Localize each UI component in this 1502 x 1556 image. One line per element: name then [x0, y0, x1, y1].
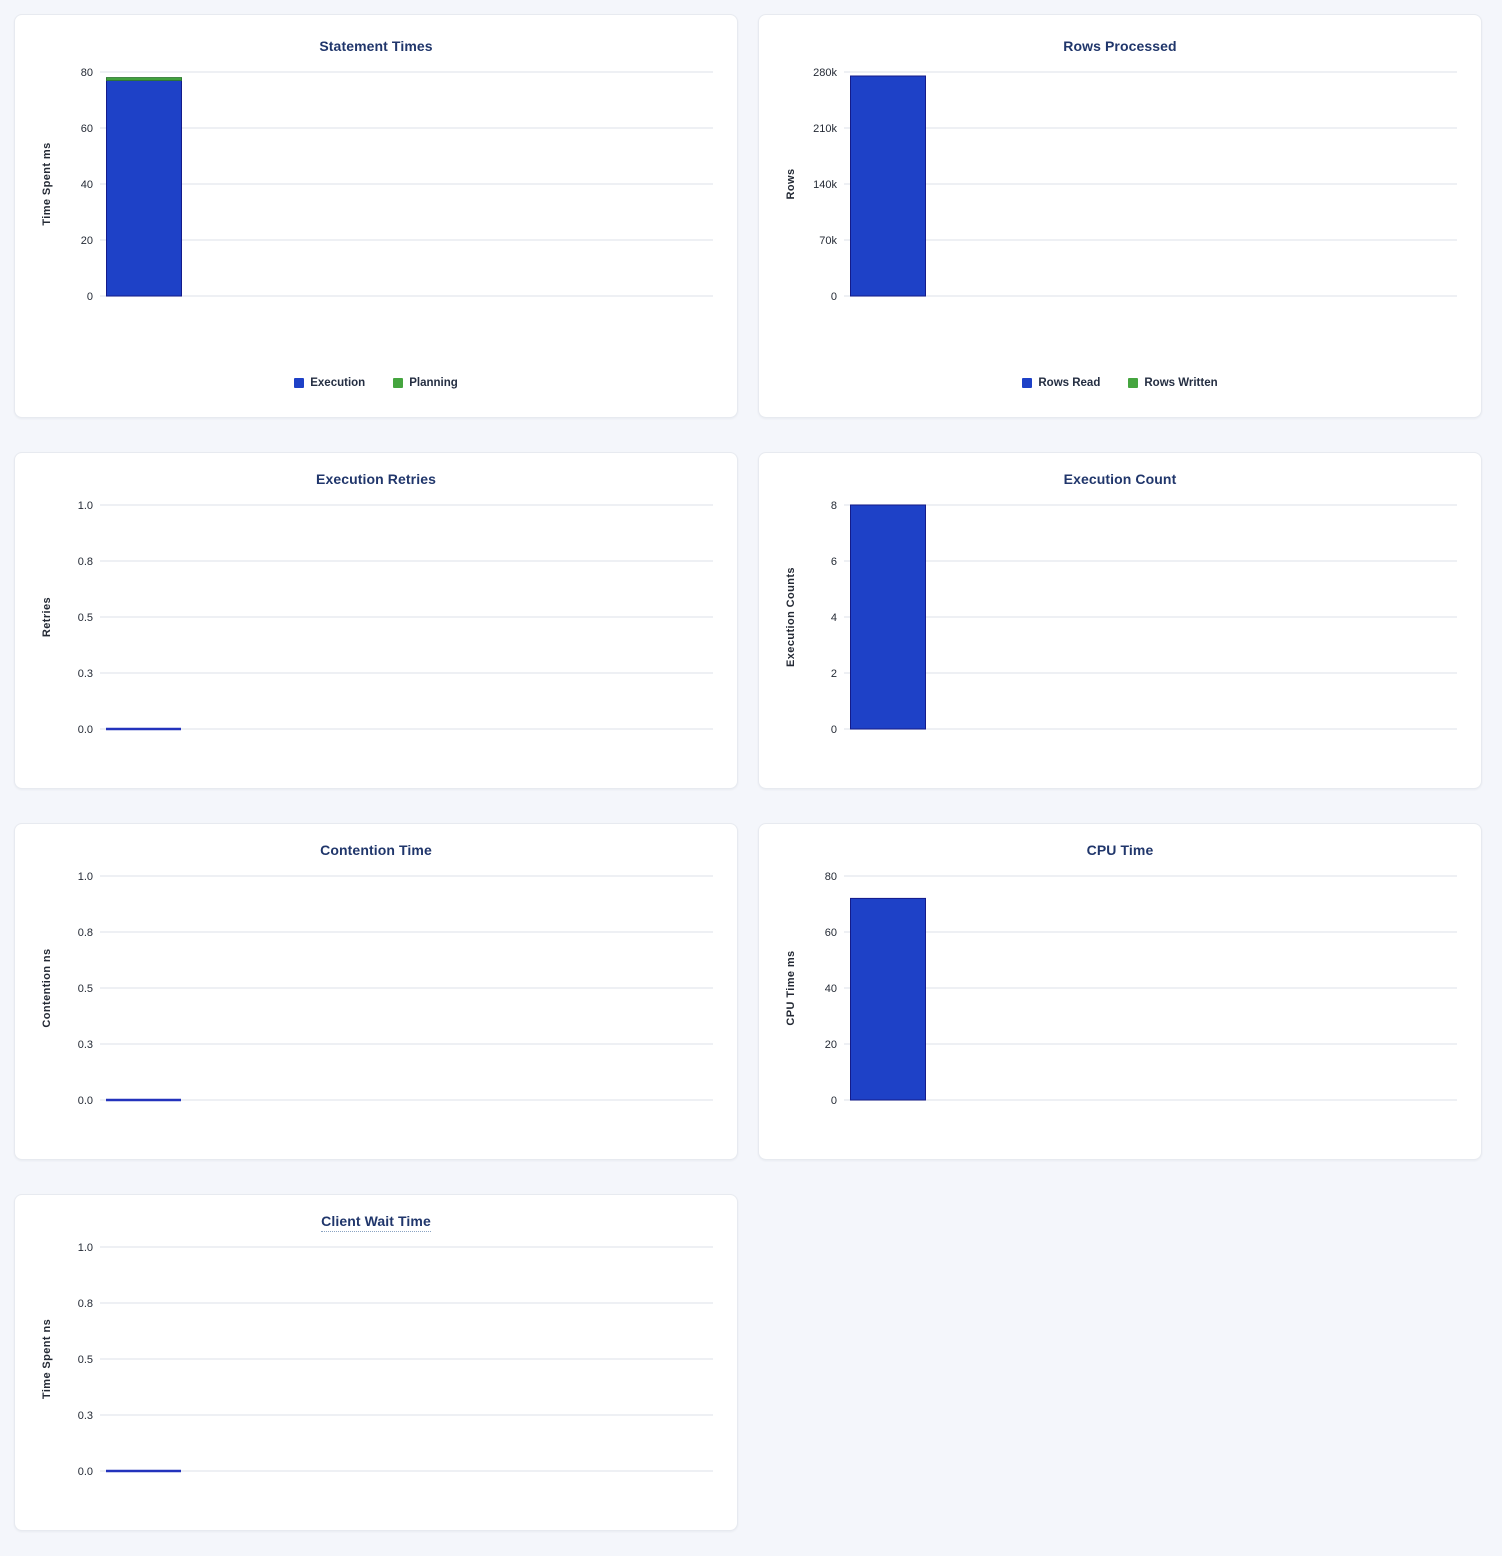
tick-label: 0.8: [78, 556, 93, 568]
legend-label: Rows Written: [1144, 377, 1218, 389]
execution-count-title-text: Execution Count: [1063, 471, 1177, 487]
tick-label: 2: [831, 668, 837, 680]
tick-label: 0.0: [78, 724, 93, 736]
contention-time-title-text: Contention Time: [320, 842, 432, 858]
execution-count-card: Execution Count 0 2 4 6 8 Execution Counts: [758, 452, 1482, 789]
tick-label: 4: [831, 612, 837, 624]
legend-label: Execution: [310, 377, 366, 389]
contention-time-card: Contention Time 0.0 0.3 0.5 0.8 1.0 Contentio…: [14, 823, 738, 1160]
tick-label: 210k: [813, 123, 837, 135]
tick-label: 6: [831, 556, 837, 568]
execution-count-plot: 0 2 4 6 8 Execution Counts: [785, 500, 1457, 736]
legend-swatch: [294, 378, 305, 388]
legend-item-rows-read: Rows Read: [1022, 377, 1100, 389]
chart-title: Execution Count: [759, 471, 1481, 487]
legend-label: Rows Read: [1038, 377, 1101, 389]
statement-times-title-text: Statement Times: [319, 38, 433, 54]
cpu-time-plot: 0 20 40 60 80 CPU Time ms: [785, 871, 1457, 1107]
client-wait-time-plot: 0.0 0.3 0.5 0.8 1.0 Time Spent ns: [41, 1242, 713, 1478]
tick-label: 60: [825, 927, 837, 939]
chart-legend: Rows Read Rows Written: [759, 377, 1481, 389]
y-axis-label: Time Spent ms: [41, 142, 53, 225]
contention-time-plot: 0.0 0.3 0.5 0.8 1.0 Contention ns: [41, 871, 713, 1107]
tick-label: 0: [831, 1095, 837, 1107]
tick-label: 0.8: [78, 927, 93, 939]
tick-label: 0.0: [78, 1466, 93, 1478]
tick-label: 60: [81, 123, 93, 135]
execution-retries-title-text: Execution Retries: [316, 471, 436, 487]
tick-label: 20: [81, 235, 93, 247]
tick-label: 0.5: [78, 1354, 93, 1366]
chart-title: CPU Time: [759, 842, 1481, 858]
tick-label: 0: [87, 291, 93, 303]
rows-processed-plot: 0 70k 140k 210k 280k Rows: [785, 67, 1457, 303]
y-axis-label: Time Spent ns: [41, 1319, 53, 1399]
client-wait-time-title-text[interactable]: Client Wait Time: [321, 1213, 431, 1232]
y-axis-label: Contention ns: [41, 948, 53, 1027]
statement-times-plot: 0 20 40 60 80 Time Spent ms: [41, 67, 713, 303]
statement-times-card: Statement Times 0 20 40 60 80 Time Spent ms E…: [14, 14, 738, 418]
tick-label: 40: [825, 983, 837, 995]
tick-label: 1.0: [78, 500, 93, 512]
chart-title: Rows Processed: [759, 38, 1481, 54]
rows-processed-title-text: Rows Processed: [1063, 38, 1177, 54]
tick-label: 0: [831, 291, 837, 303]
tick-label: 20: [825, 1039, 837, 1051]
tick-label: 0.5: [78, 612, 93, 624]
tick-label: 40: [81, 179, 93, 191]
tick-label: 280k: [813, 67, 837, 79]
tick-label: 0.0: [78, 1095, 93, 1107]
cpu-time-title-text: CPU Time: [1086, 842, 1154, 858]
y-axis-label: Rows: [785, 169, 797, 200]
bar-cpu-time: [850, 897, 926, 1101]
tick-label: 1.0: [78, 871, 93, 883]
tick-label: 1.0: [78, 1242, 93, 1254]
tick-label: 0.3: [78, 668, 93, 680]
tick-label: 0.5: [78, 983, 93, 995]
legend-label: Planning: [409, 377, 458, 389]
tick-label: 0.3: [78, 1410, 93, 1422]
legend-swatch: [1128, 378, 1139, 388]
chart-title: Statement Times: [15, 38, 737, 54]
y-axis-label: CPU Time ms: [785, 950, 797, 1025]
y-axis-label: Retries: [41, 597, 53, 637]
bar-execution-count: [850, 504, 926, 730]
y-axis-label: Execution Counts: [785, 567, 797, 667]
tick-label: 140k: [813, 179, 837, 191]
tick-label: 70k: [819, 235, 837, 247]
execution-retries-card: Execution Retries 0.0 0.3 0.5 0.8 1.0 Retries: [14, 452, 738, 789]
bar-planning: [106, 77, 182, 81]
bar-execution: [106, 79, 182, 297]
rows-processed-card: Rows Processed 0 70k 140k 210k 280k Rows Rows…: [758, 14, 1482, 418]
cpu-time-card: CPU Time 0 20 40 60 80 CPU Time ms: [758, 823, 1482, 1160]
chart-title: Contention Time: [15, 842, 737, 858]
chart-legend: Execution Planning: [15, 377, 737, 389]
legend-item-rows-written: Rows Written: [1128, 377, 1218, 389]
tick-label: 80: [81, 67, 93, 79]
legend-swatch: [1022, 378, 1033, 388]
chart-title: Client Wait Time: [15, 1213, 737, 1232]
tick-label: 0.3: [78, 1039, 93, 1051]
legend-item-planning: Planning: [393, 377, 458, 389]
client-wait-time-card: Client Wait Time 0.0 0.3 0.5 0.8 1.0 Time Spe…: [14, 1194, 738, 1531]
tick-label: 8: [831, 500, 837, 512]
bar-rows-read: [850, 75, 926, 297]
tick-label: 0.8: [78, 1298, 93, 1310]
legend-item-execution: Execution: [294, 377, 365, 389]
legend-swatch: [393, 378, 404, 388]
tick-label: 0: [831, 724, 837, 736]
tick-label: 80: [825, 871, 837, 883]
chart-title: Execution Retries: [15, 471, 737, 487]
execution-retries-plot: 0.0 0.3 0.5 0.8 1.0 Retries: [41, 500, 713, 736]
